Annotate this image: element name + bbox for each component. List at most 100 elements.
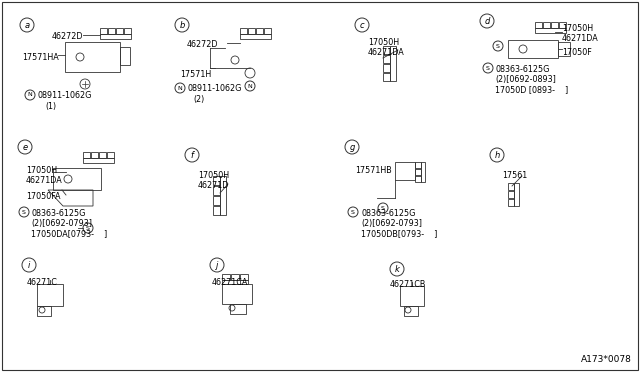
Bar <box>400 286 424 306</box>
Text: f: f <box>191 151 193 160</box>
Bar <box>37 306 51 316</box>
Text: (2)[0692-0793]: (2)[0692-0793] <box>31 219 92 228</box>
Text: i: i <box>28 260 30 269</box>
Text: A173*0078: A173*0078 <box>581 355 632 364</box>
Bar <box>116 28 123 34</box>
Text: 17050DA[0793-    ]: 17050DA[0793- ] <box>31 229 108 238</box>
Text: 17571HB: 17571HB <box>355 166 392 175</box>
Text: 17050H: 17050H <box>198 171 229 180</box>
Text: (2)[0692-0893]: (2)[0692-0893] <box>495 75 556 84</box>
Bar <box>415 176 421 182</box>
Bar <box>390 46 396 81</box>
Text: 46271DA: 46271DA <box>368 48 404 57</box>
Bar <box>230 304 246 314</box>
Text: j: j <box>216 260 218 269</box>
Bar <box>91 152 98 158</box>
Text: 08911-1062G: 08911-1062G <box>37 91 92 100</box>
Bar <box>222 280 248 284</box>
Bar <box>213 186 220 195</box>
Text: 46271C: 46271C <box>27 278 58 287</box>
Text: N: N <box>178 86 182 90</box>
Bar <box>395 162 415 180</box>
Text: 46271DA: 46271DA <box>562 34 599 43</box>
Bar <box>415 162 421 168</box>
Bar <box>100 28 107 34</box>
Bar <box>65 42 120 72</box>
Bar <box>99 152 106 158</box>
Text: 08363-6125G: 08363-6125G <box>31 209 85 218</box>
Bar <box>37 284 63 306</box>
Bar <box>213 176 220 185</box>
Text: 17050FA: 17050FA <box>26 192 61 201</box>
Bar <box>508 191 514 198</box>
Text: a: a <box>24 20 29 29</box>
Text: 46271CA: 46271CA <box>212 278 248 287</box>
Bar <box>543 22 550 28</box>
Bar <box>508 199 514 206</box>
Bar <box>248 28 255 34</box>
Bar <box>83 152 90 158</box>
Bar <box>240 274 248 280</box>
Text: 17571H: 17571H <box>180 70 211 79</box>
Bar <box>535 22 542 28</box>
Text: S: S <box>496 44 500 48</box>
Bar <box>120 47 130 65</box>
Bar <box>83 158 114 163</box>
Text: 46271DA: 46271DA <box>26 176 63 185</box>
Text: c: c <box>360 20 364 29</box>
Text: 46271D: 46271D <box>198 181 229 190</box>
Text: 17050F: 17050F <box>562 48 592 57</box>
Bar <box>404 306 418 316</box>
Text: 08911-1062G: 08911-1062G <box>187 84 241 93</box>
Bar <box>383 55 390 63</box>
Bar <box>383 64 390 72</box>
Text: b: b <box>179 20 185 29</box>
Text: 46272D: 46272D <box>187 40 218 49</box>
Bar <box>107 152 114 158</box>
Bar <box>383 46 390 54</box>
Text: 46271CB: 46271CB <box>390 280 426 289</box>
Bar <box>264 28 271 34</box>
Text: (1): (1) <box>45 102 56 111</box>
Bar <box>240 28 247 34</box>
Bar <box>240 34 271 39</box>
Bar <box>108 28 115 34</box>
Bar <box>222 284 252 304</box>
Text: 17050DB[0793-    ]: 17050DB[0793- ] <box>361 229 437 238</box>
Bar <box>508 183 514 190</box>
Bar <box>100 34 131 39</box>
Text: 46272D: 46272D <box>52 32 83 41</box>
Text: d: d <box>484 16 490 26</box>
Text: 17561: 17561 <box>502 171 527 180</box>
Bar <box>535 28 566 33</box>
Text: k: k <box>395 264 399 273</box>
Text: 17050D [0893-    ]: 17050D [0893- ] <box>495 85 568 94</box>
Bar <box>514 183 519 206</box>
Text: S: S <box>486 65 490 71</box>
Text: e: e <box>22 142 28 151</box>
Text: 17050H: 17050H <box>368 38 399 47</box>
Bar <box>383 73 390 81</box>
Bar <box>53 168 101 190</box>
Bar <box>551 22 558 28</box>
Bar <box>124 28 131 34</box>
Bar <box>559 22 566 28</box>
Text: S: S <box>351 209 355 215</box>
Text: S: S <box>22 209 26 215</box>
Bar <box>220 176 226 215</box>
Text: S: S <box>381 205 385 211</box>
Text: 17050H: 17050H <box>26 166 57 175</box>
Bar <box>222 274 230 280</box>
Bar <box>256 28 263 34</box>
Text: (2): (2) <box>193 95 204 104</box>
Bar <box>213 206 220 215</box>
Text: g: g <box>349 142 355 151</box>
Text: N: N <box>248 83 252 89</box>
Text: 08363-6125G: 08363-6125G <box>361 209 415 218</box>
Text: (2)[0692-0793]: (2)[0692-0793] <box>361 219 422 228</box>
Text: N: N <box>28 93 33 97</box>
Bar <box>421 162 425 182</box>
Bar <box>508 40 558 58</box>
Bar <box>558 42 570 56</box>
Bar <box>415 169 421 175</box>
